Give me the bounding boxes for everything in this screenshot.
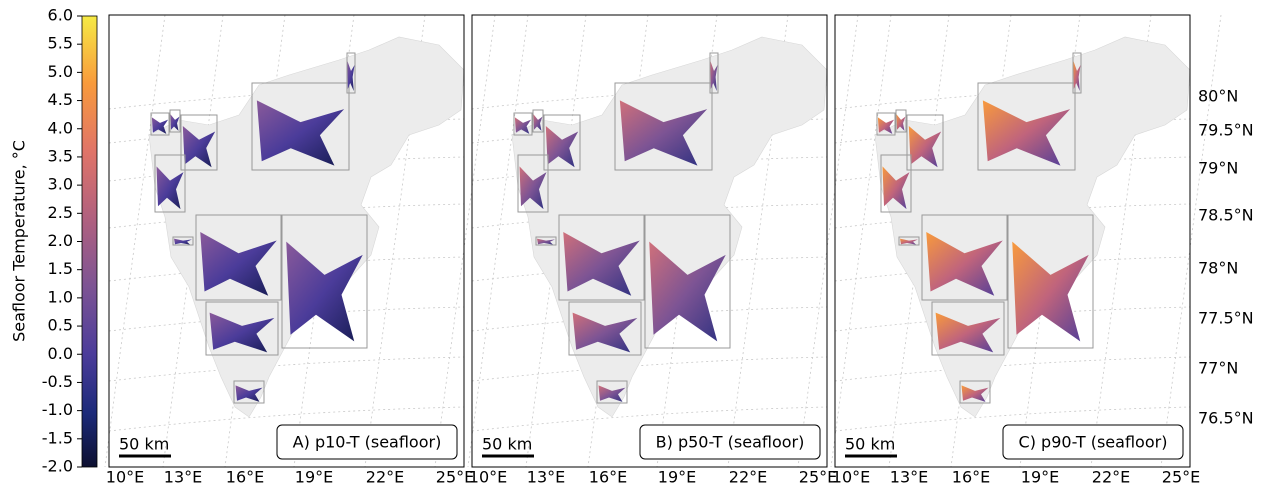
latitude-label: 79°N: [1198, 159, 1238, 178]
longitude-label: 16°E: [226, 468, 264, 487]
panel-label: A) p10-T (seafloor): [293, 433, 442, 452]
colorbar-tick-label: 6.0: [48, 6, 73, 25]
longitude-label: 16°E: [589, 468, 627, 487]
colorbar-tick-label: -1.5: [42, 428, 73, 447]
longitude-label: 10°E: [832, 468, 870, 487]
colorbar-tick-label: 4.5: [48, 90, 73, 109]
meridian: [831, 15, 891, 467]
colorbar-tick-label: -0.5: [42, 372, 73, 391]
colorbar-tick-label: 5.5: [48, 34, 73, 53]
panel-label: C) p90-T (seafloor): [1019, 433, 1168, 452]
longitude-label: 10°E: [106, 468, 144, 487]
latitude-label: 79.5°N: [1198, 121, 1254, 140]
colorbar: [82, 16, 97, 467]
map-panel: 50 km C) p90-T (seafloor): [831, 15, 1221, 467]
longitude-label: 13°E: [164, 468, 202, 487]
panel-label: B) p50-T (seafloor): [656, 433, 805, 452]
colorbar-tick-label: -2.0: [42, 457, 73, 476]
meridian: [105, 15, 165, 467]
latitude-label: 77.5°N: [1198, 309, 1254, 328]
latitude-label: 80°N: [1198, 87, 1238, 106]
longitude-label: 13°E: [890, 468, 928, 487]
colorbar-tick-label: 1.5: [48, 259, 73, 278]
latitude-label: 78°N: [1198, 259, 1238, 278]
latitude-label: 77°N: [1198, 359, 1238, 378]
figure: Seafloor Temperature, °C 6.0 5.5 5.0 4.5 4.0…: [0, 0, 1266, 488]
parallel: [109, 357, 464, 381]
longitude-label: 25°E: [1162, 468, 1200, 487]
longitude-label: 22°E: [366, 468, 404, 487]
colorbar-tick-label: 2.0: [48, 231, 73, 250]
longitude-label: 19°E: [658, 468, 696, 487]
colorbar-tick-label: 3.0: [48, 175, 73, 194]
colorbar-tick-label: -1.0: [42, 400, 73, 419]
parallel: [472, 357, 827, 381]
longitude-label: 16°E: [952, 468, 990, 487]
colorbar-tick-label: 0.0: [48, 344, 73, 363]
colorbar-tick-label: 5.0: [48, 62, 73, 81]
scale-bar-label: 50 km: [119, 435, 169, 454]
longitude-label: 19°E: [295, 468, 333, 487]
longitude-label: 19°E: [1021, 468, 1059, 487]
longitude-label: 22°E: [1092, 468, 1130, 487]
colorbar-tick-label: 3.5: [48, 146, 73, 165]
latitude-label: 76.5°N: [1198, 409, 1254, 428]
meridian: [468, 15, 528, 467]
colorbar-label: Seafloor Temperature, °C: [10, 140, 29, 342]
colorbar-tick-label: 4.0: [48, 118, 73, 137]
colorbar-tick-label: 2.5: [48, 203, 73, 222]
longitude-label: 22°E: [729, 468, 767, 487]
parallel: [835, 357, 1190, 381]
map-panel: 50 km A) p10-T (seafloor): [105, 15, 495, 467]
map-panel: 50 km B) p50-T (seafloor): [468, 15, 858, 467]
colorbar-tick-label: 0.5: [48, 316, 73, 335]
scale-bar-label: 50 km: [482, 435, 532, 454]
longitude-label: 13°E: [527, 468, 565, 487]
latitude-label: 78.5°N: [1198, 206, 1254, 225]
colorbar-tick-label: 1.0: [48, 287, 73, 306]
longitude-label: 10°E: [469, 468, 507, 487]
scale-bar-label: 50 km: [845, 435, 895, 454]
